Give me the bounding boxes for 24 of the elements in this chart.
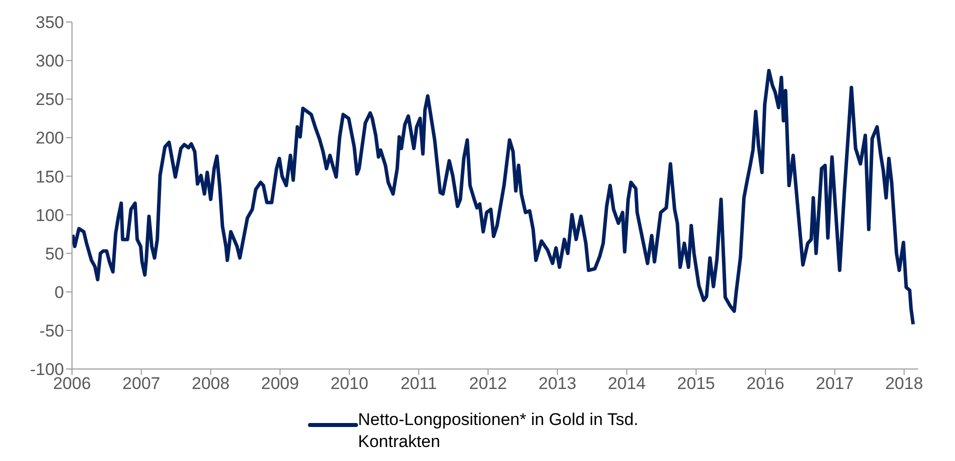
x-tick-label: 2007 bbox=[122, 374, 160, 394]
y-tick-label: 0 bbox=[54, 282, 64, 302]
y-tick-label: 150 bbox=[36, 167, 64, 186]
line-series bbox=[72, 68, 915, 326]
x-tick-label: 2011 bbox=[400, 374, 438, 394]
x-tick-label: 2017 bbox=[816, 374, 854, 394]
x-tick-label: 2006 bbox=[53, 374, 91, 394]
x-tick-label: 2018 bbox=[885, 374, 924, 394]
y-tick-label: -50 bbox=[39, 321, 64, 340]
y-tick-label: 100 bbox=[36, 206, 64, 225]
x-tick-label: 2008 bbox=[192, 374, 230, 394]
y-tick-label: 250 bbox=[36, 90, 64, 110]
x-tick-label: 2015 bbox=[677, 374, 716, 394]
x-tick-label: 2009 bbox=[261, 374, 299, 394]
x-tick-label: 2012 bbox=[469, 374, 507, 394]
legend-label: Netto-Longpositionen* in Gold in Tsd. Kontrakten bbox=[358, 409, 640, 453]
y-tick-label: 50 bbox=[45, 244, 64, 264]
x-tick-label: 2014 bbox=[608, 374, 646, 394]
y-tick-label: 200 bbox=[36, 128, 64, 148]
x-tick-label: 2016 bbox=[746, 374, 784, 394]
x-tick-label: 2010 bbox=[330, 374, 368, 394]
x-tick-label: 2013 bbox=[538, 374, 576, 394]
y-tick-label: 350 bbox=[36, 13, 64, 32]
y-tick-label: 300 bbox=[36, 52, 64, 71]
